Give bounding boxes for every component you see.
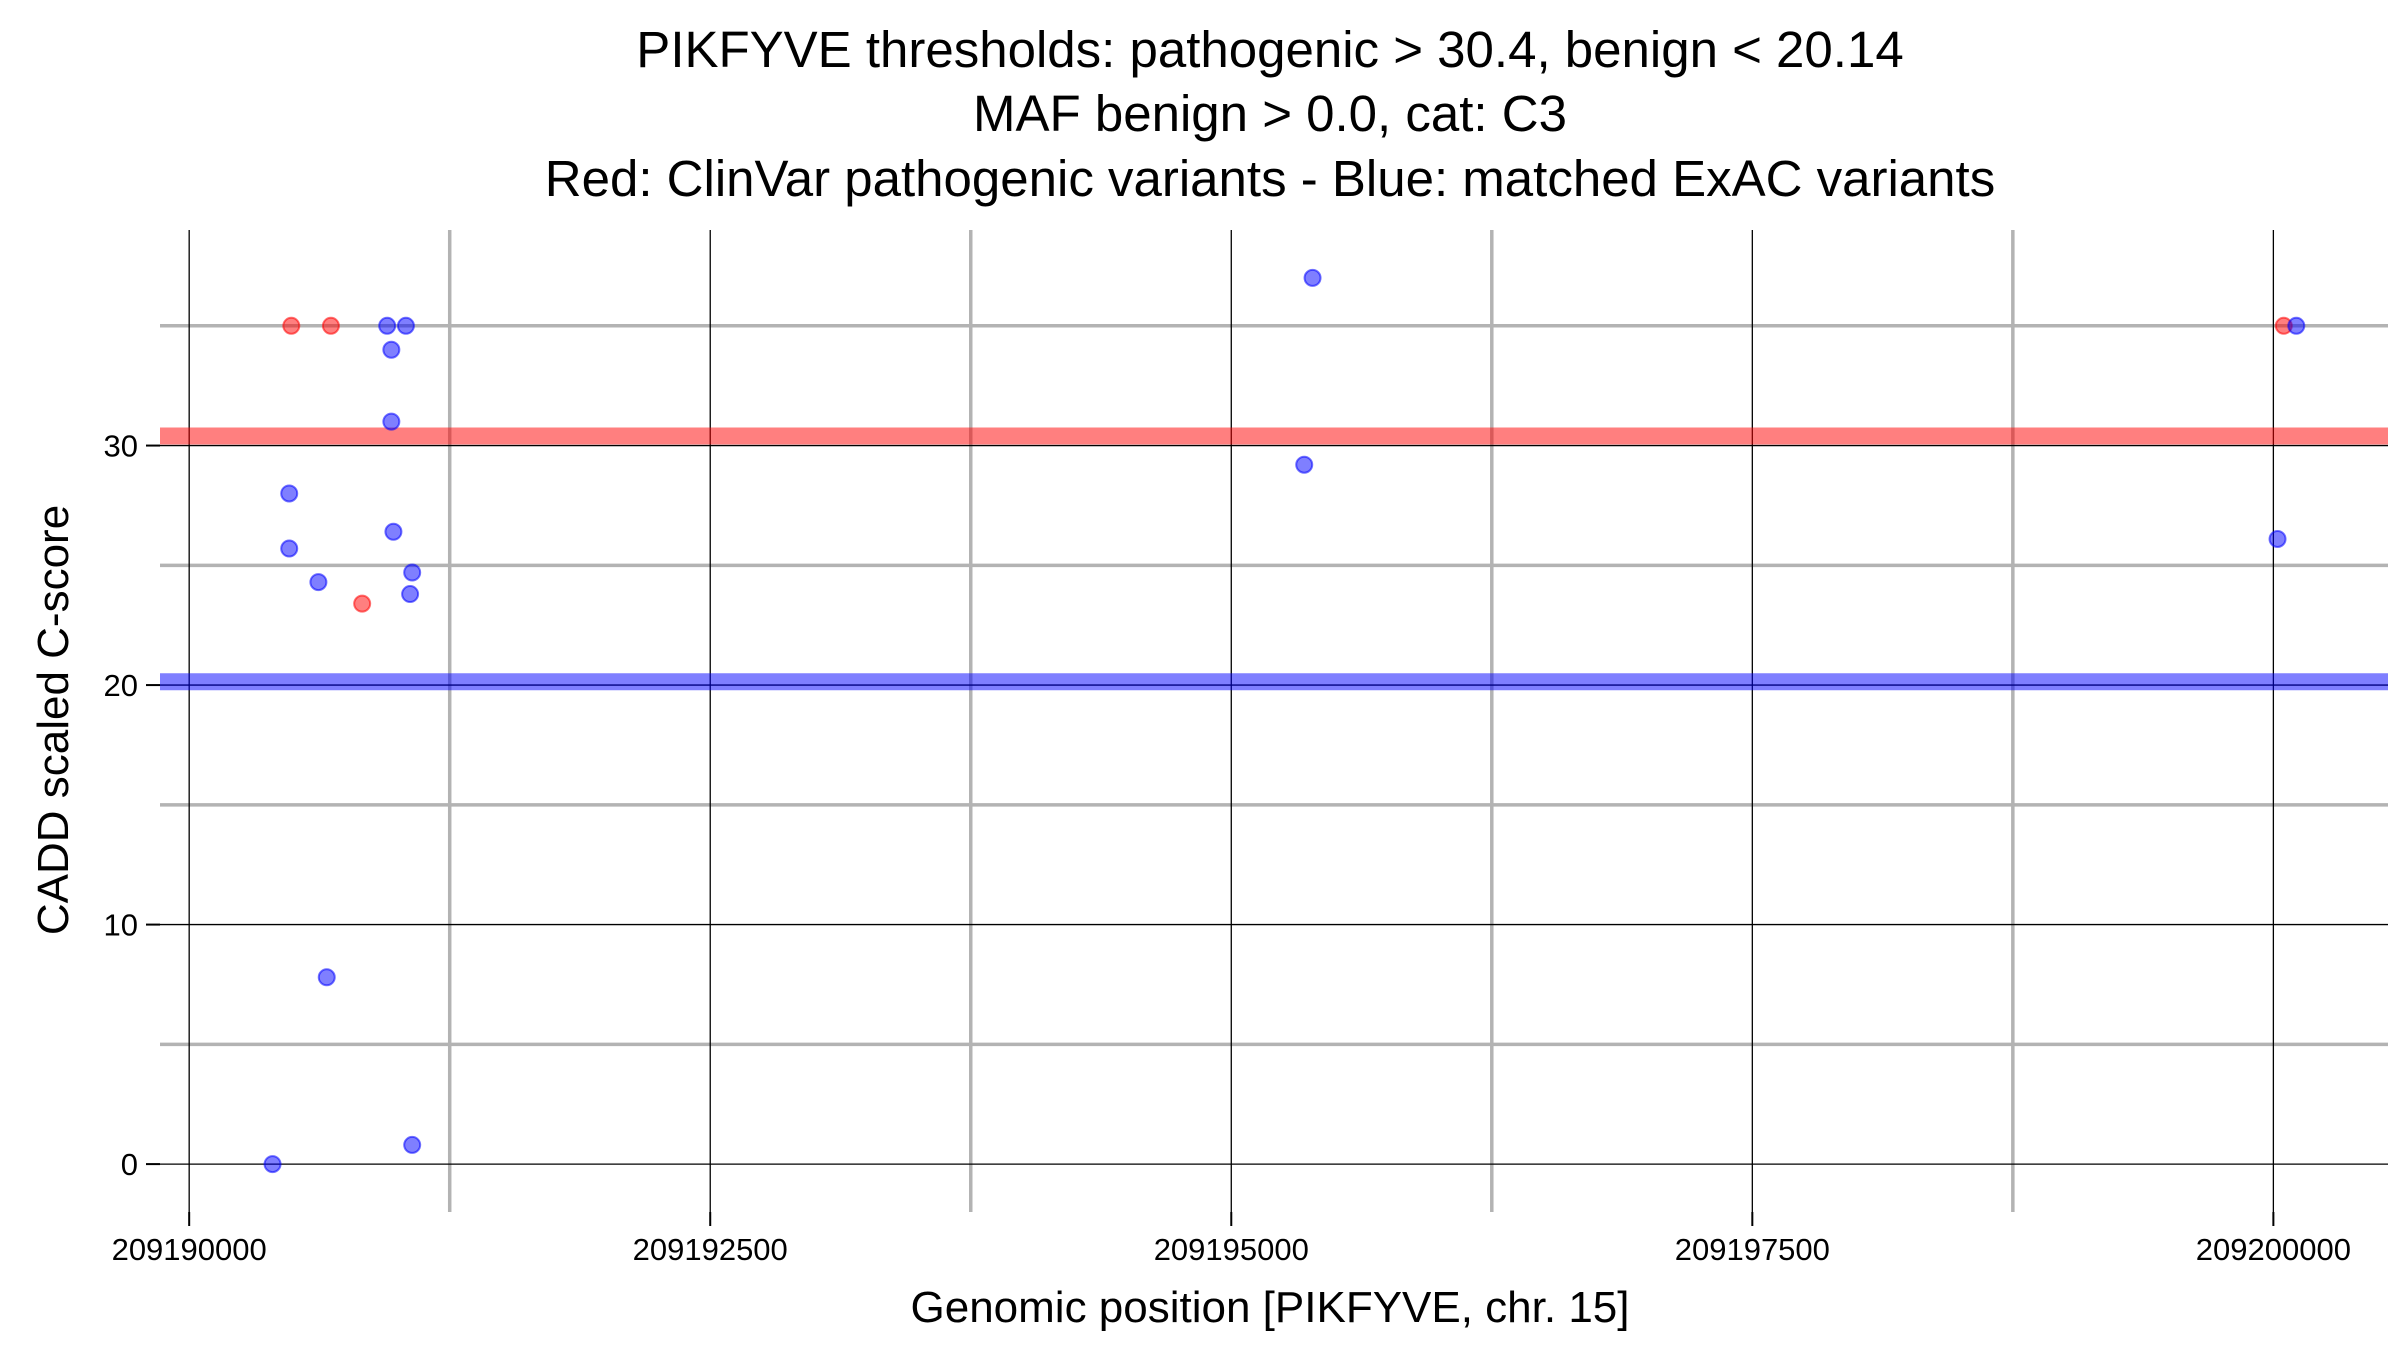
y-tick-label: 30 xyxy=(104,429,138,464)
data-point xyxy=(384,522,403,541)
chart-title: PIKFYVE thresholds: pathogenic > 30.4, b… xyxy=(545,21,1995,207)
x-tick-label: 209195000 xyxy=(1154,1232,1309,1267)
y-tick-label: 10 xyxy=(104,908,138,943)
data-point xyxy=(1303,268,1322,287)
x-axis: 209190000 209192500 209195000 209197500 2092… xyxy=(112,1212,2351,1267)
data-point xyxy=(353,594,372,613)
data-point xyxy=(382,340,401,359)
y-tick-label: 0 xyxy=(121,1147,138,1182)
x-tick-label: 209197500 xyxy=(1675,1232,1830,1267)
data-point xyxy=(2268,529,2287,548)
data-point xyxy=(282,316,301,335)
title-line-3: Red: ClinVar pathogenic variants - Blue:… xyxy=(545,150,1995,207)
major-gridlines xyxy=(160,230,2388,1212)
data-point xyxy=(2287,316,2306,335)
y-axis: 0 10 20 30 xyxy=(104,429,160,1182)
y-tick-label: 20 xyxy=(104,668,138,703)
title-line-2: MAF benign > 0.0, cat: C3 xyxy=(973,85,1567,142)
data-point xyxy=(309,573,328,592)
data-point xyxy=(263,1155,282,1174)
x-tick-label: 209192500 xyxy=(633,1232,788,1267)
data-point xyxy=(403,1135,422,1154)
data-point xyxy=(321,316,340,335)
x-tick-label: 209190000 xyxy=(112,1232,267,1267)
data-point xyxy=(396,316,415,335)
data-point xyxy=(382,412,401,431)
minor-gridlines xyxy=(160,230,2388,1212)
data-point xyxy=(403,563,422,582)
data-point xyxy=(280,484,299,503)
x-tick-label: 209200000 xyxy=(2196,1232,2351,1267)
data-point xyxy=(280,539,299,558)
data-point xyxy=(378,316,397,335)
title-line-1: PIKFYVE thresholds: pathogenic > 30.4, b… xyxy=(636,21,1903,78)
data-point xyxy=(317,968,336,987)
data-point xyxy=(1295,455,1314,474)
y-axis-label: CADD scaled C-score xyxy=(29,505,78,935)
x-axis-label: Genomic position [PIKFYVE, chr. 15] xyxy=(911,1283,1630,1332)
data-point xyxy=(401,585,420,604)
threshold-bands xyxy=(160,427,2388,691)
data-points xyxy=(263,268,2306,1174)
